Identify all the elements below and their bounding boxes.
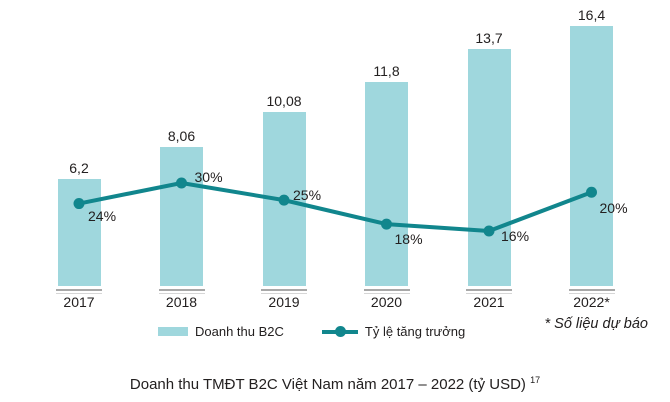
axis-tick-shadow	[56, 292, 102, 294]
growth-value-label: 24%	[88, 207, 117, 224]
forecast-note: * Số liệu dự báo	[544, 316, 648, 332]
line-marker-icon	[321, 326, 358, 337]
axis-tick	[466, 289, 512, 291]
revenue-bar-2018	[160, 146, 203, 286]
chart-title-text: Doanh thu TMĐT B2C Việt Nam năm 2017 – 2…	[129, 376, 531, 393]
growth-value-label: 16%	[501, 228, 530, 244]
axis-tick-shadow	[568, 292, 615, 294]
bar-swatch-icon	[158, 327, 188, 336]
growth-value-label: 20%	[599, 200, 628, 217]
revenue-bar-2020	[365, 81, 408, 286]
axis-tick	[363, 289, 410, 291]
axis-tick-shadow	[158, 292, 205, 294]
bar-value-label: 13,7	[475, 29, 503, 46]
axis-tick	[261, 289, 307, 291]
legend-label-revenue: Doanh thu B2C	[195, 324, 284, 339]
bar-value-label: 10,08	[266, 92, 302, 109]
legend-item-growth: Tỷ lệ tăng trưởng	[321, 324, 466, 339]
legend-label-growth: Tỷ lệ tăng trưởng	[364, 324, 466, 339]
x-axis-label-2018: 2018	[165, 294, 198, 310]
x-axis-label-2020: 2020	[370, 294, 403, 310]
axis-tick	[56, 289, 102, 291]
axis-tick-shadow	[466, 292, 512, 294]
chart-legend: Doanh thu B2C Tỷ lệ tăng trưởng	[158, 324, 465, 339]
bar-value-label: 16,4	[577, 7, 606, 23]
growth-value-label: 25%	[293, 187, 322, 204]
legend-item-revenue: Doanh thu B2C	[158, 324, 284, 339]
axis-tick	[568, 289, 615, 291]
axis-tick	[158, 289, 205, 291]
axis-tick-shadow	[363, 292, 410, 294]
bar-value-label: 6,2	[69, 159, 89, 176]
axis-tick-shadow	[261, 292, 307, 294]
x-axis-label-2022: 2022*	[573, 294, 610, 310]
x-axis-label-2017: 2017	[63, 294, 95, 310]
growth-rate-line	[77, 180, 594, 233]
x-axis-label-2019: 2019	[268, 294, 300, 310]
x-axis-label-2021: 2021	[473, 294, 505, 310]
bar-value-label: 8,06	[167, 127, 196, 144]
revenue-bar-2017	[57, 178, 101, 286]
footnote-reference: 17	[530, 375, 541, 385]
revenue-bar-2022	[570, 26, 613, 286]
chart-title: Doanh thu TMĐT B2C Việt Nam năm 2017 – 2…	[0, 375, 670, 393]
growth-value-label: 18%	[394, 231, 423, 248]
revenue-bar-2021	[467, 48, 511, 286]
growth-value-label: 30%	[194, 168, 223, 185]
bar-value-label: 11,8	[373, 62, 400, 79]
